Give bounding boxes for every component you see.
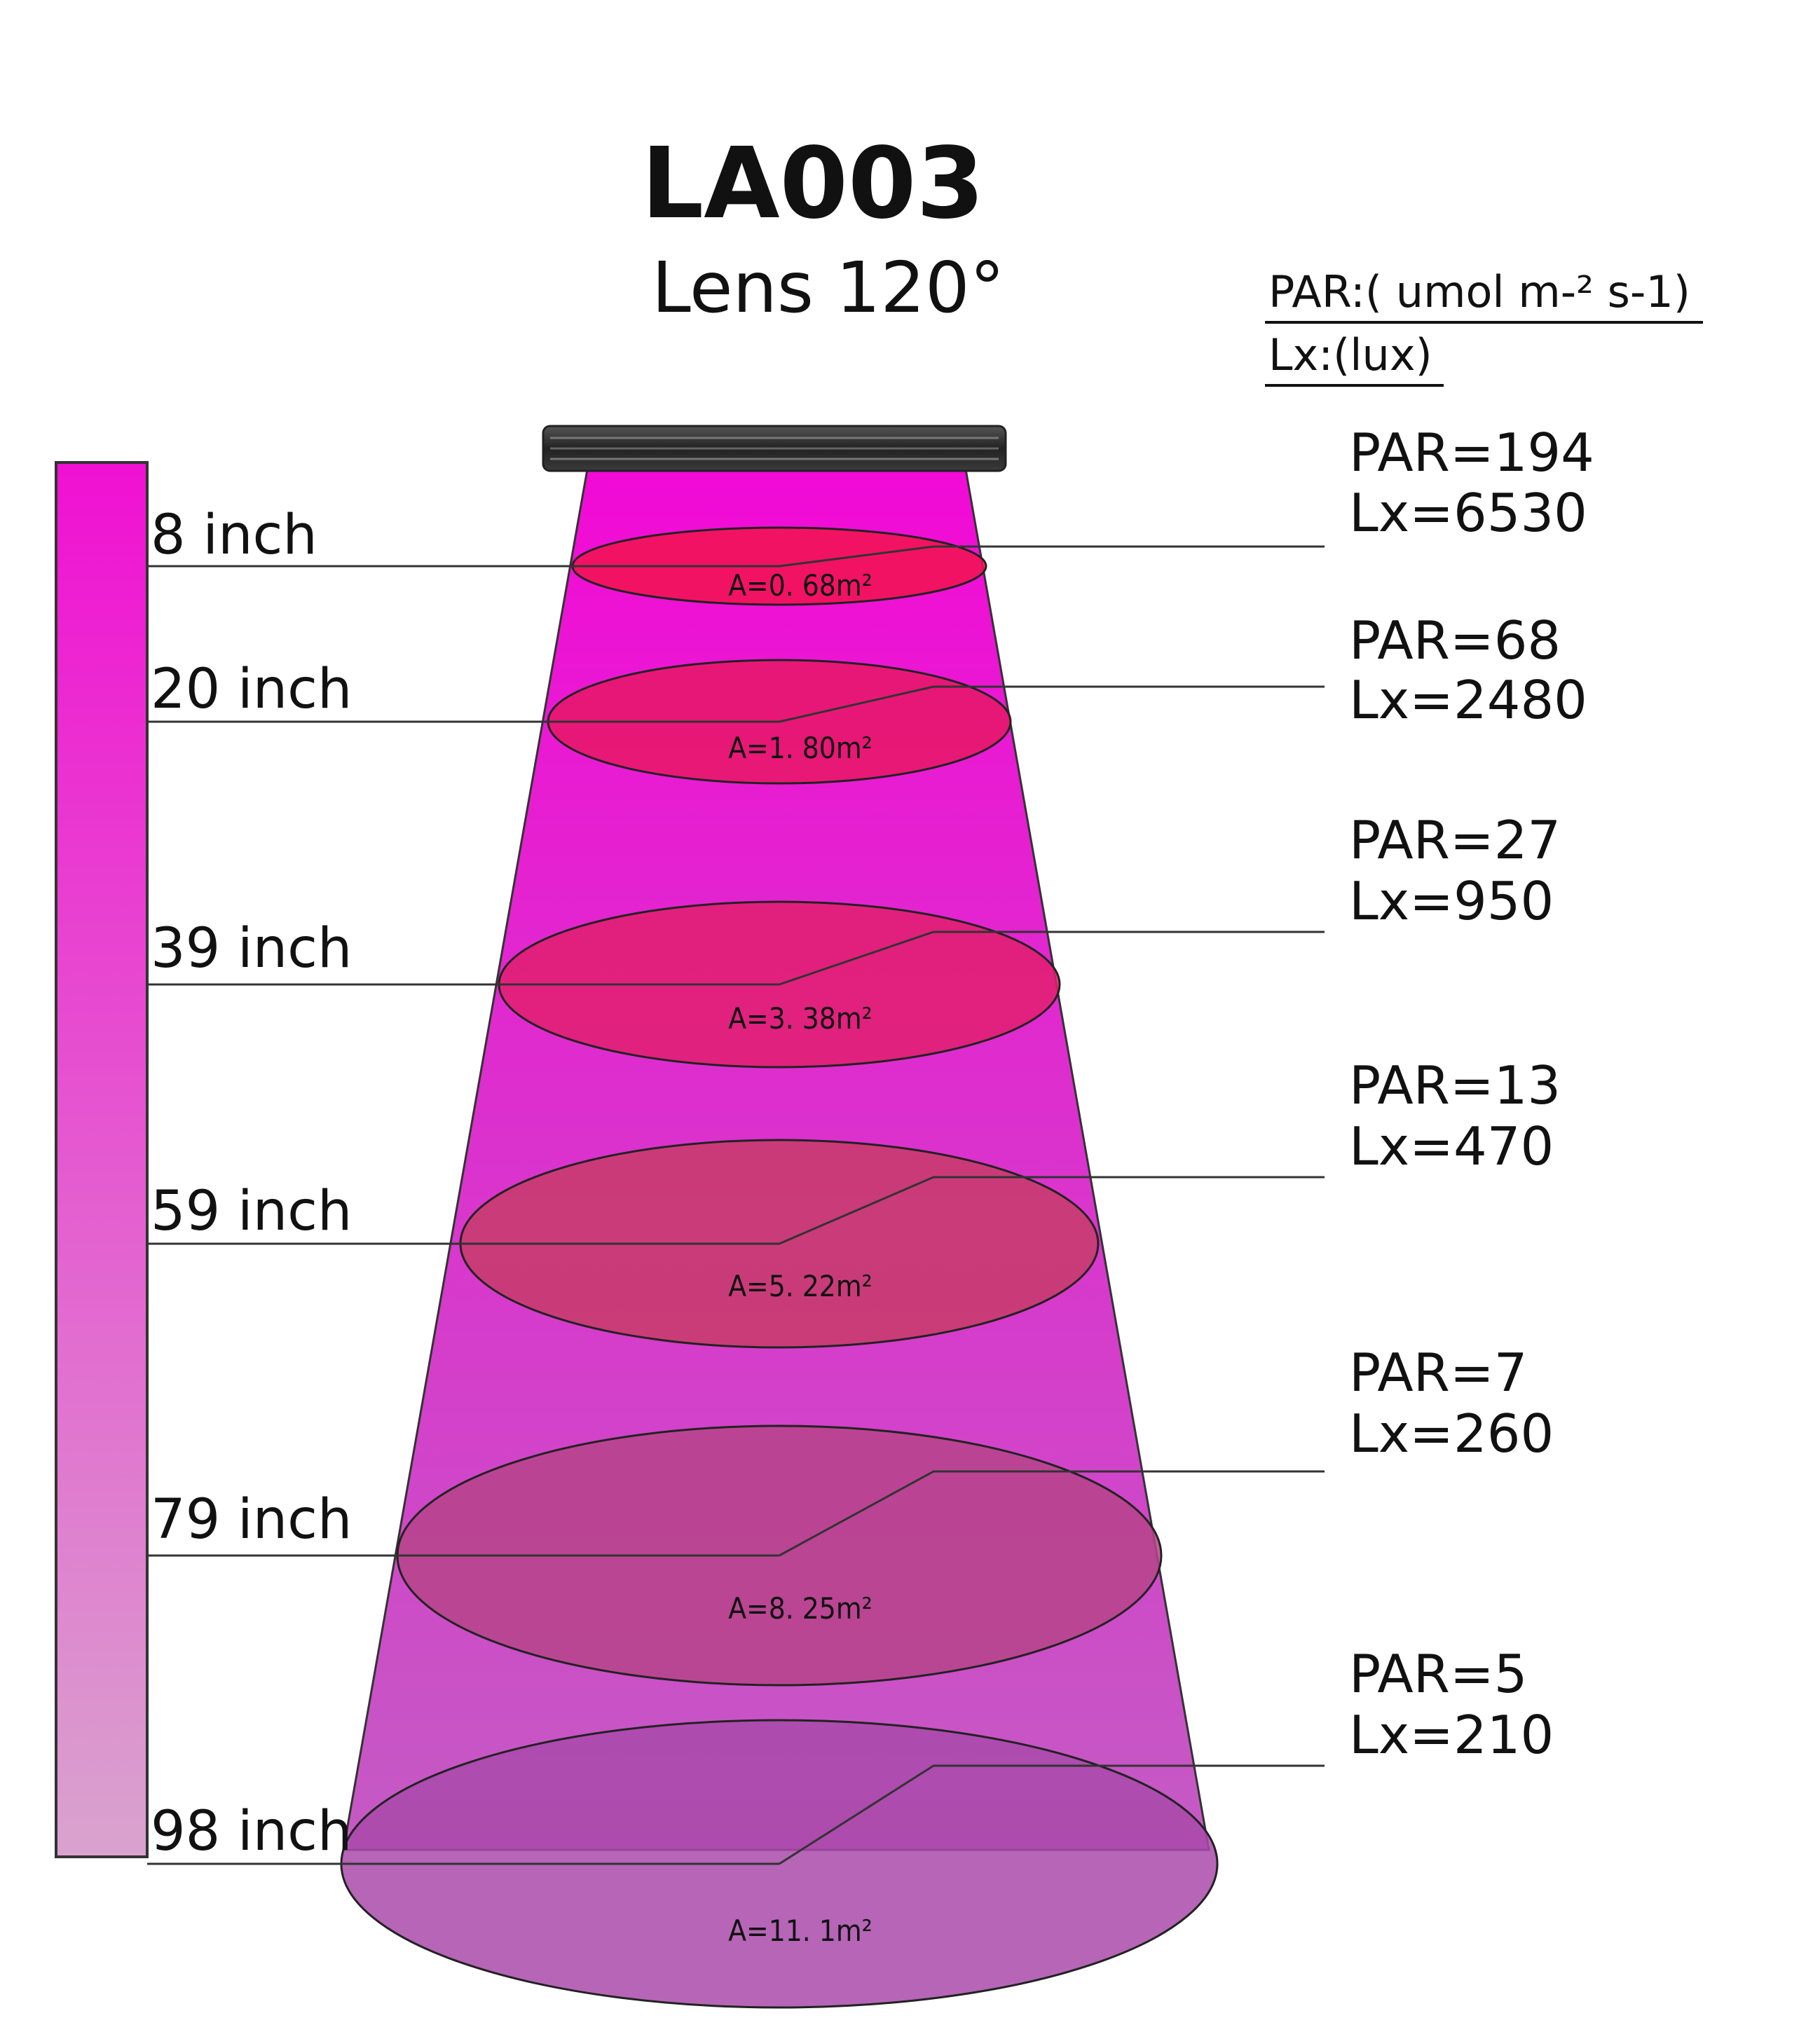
distance-scale-bar [55, 461, 149, 1858]
value-leader-line [779, 545, 1325, 568]
distance-label: 20 inch [151, 658, 352, 721]
par-value: PAR=194 [1349, 422, 1594, 483]
area-label: A=11. 1m² [728, 1914, 873, 1948]
level-6: 98 inch PAR=5Lx=210 A=11. 1m² [147, 1643, 1554, 2009]
subtitle: Lens 120° [652, 247, 1005, 329]
value-leader-line [779, 1470, 1325, 1557]
par-unit-label: PAR:( umol m-² s-1) [1268, 266, 1690, 317]
distance-label: 98 inch [151, 1800, 352, 1863]
units-legend: PAR:( umol m-² s-1) Lx:(lux) [1265, 266, 1703, 387]
par-value: PAR=13 [1349, 1055, 1561, 1116]
distance-label: 79 inch [151, 1488, 352, 1551]
lx-unit-label: Lx:(lux) [1268, 329, 1432, 380]
area-label: A=1. 80m² [728, 731, 873, 765]
distance-label: 39 inch [151, 917, 352, 980]
value-leader-line [779, 1764, 1325, 1865]
light-fixture-icon [542, 425, 1007, 472]
distance-label: 59 inch [151, 1180, 352, 1243]
value-leader-line [779, 685, 1325, 723]
par-value: PAR=5 [1349, 1643, 1527, 1705]
lux-value: Lx=470 [1349, 1115, 1554, 1177]
lux-value: Lx=260 [1349, 1403, 1554, 1464]
value-leader-line [779, 1176, 1325, 1245]
area-label: A=0. 68m² [728, 568, 873, 603]
par-value: PAR=68 [1349, 610, 1561, 671]
distance-label: 8 inch [151, 504, 317, 567]
area-label: A=8. 25m² [728, 1591, 873, 1626]
par-value: PAR=27 [1349, 809, 1561, 871]
lux-value: Lx=6530 [1349, 482, 1587, 544]
area-label: A=3. 38m² [728, 1001, 873, 1036]
lux-value: Lx=950 [1349, 870, 1554, 932]
area-label: A=5. 22m² [728, 1269, 873, 1303]
level-5: 79 inch PAR=7Lx=260 A=8. 25m² [147, 1342, 1554, 1687]
lux-value: Lx=210 [1349, 1704, 1554, 1766]
par-value: PAR=7 [1349, 1342, 1527, 1403]
title: LA003 [641, 127, 985, 241]
lux-value: Lx=2480 [1349, 669, 1587, 731]
value-leader-line [779, 931, 1325, 986]
